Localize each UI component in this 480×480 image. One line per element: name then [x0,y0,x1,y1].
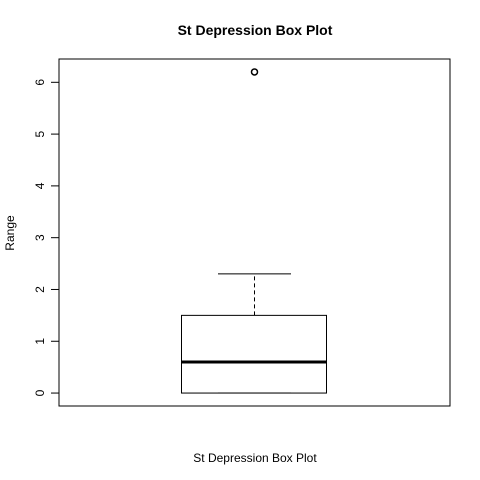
y-axis: 0 1 2 3 4 5 6 [33,79,60,396]
outlier-point [250,68,259,76]
chart-title: St Depression Box Plot [178,22,333,38]
x-axis-label: St Depression Box Plot [193,451,317,465]
box-group [181,68,327,394]
y-tick-label: 2 [33,286,47,293]
y-ticks: 0 1 2 3 4 5 6 [33,79,59,396]
plot-frame [58,58,451,407]
y-tick-label: 1 [33,338,47,345]
y-tick-label: 6 [33,79,47,86]
y-tick-label: 4 [33,182,47,189]
y-tick-label: 0 [33,389,47,396]
y-tick-label: 5 [33,130,47,137]
y-axis-label: Range [3,215,17,251]
interquartile-box [181,314,327,394]
y-tick-label: 3 [33,234,47,241]
